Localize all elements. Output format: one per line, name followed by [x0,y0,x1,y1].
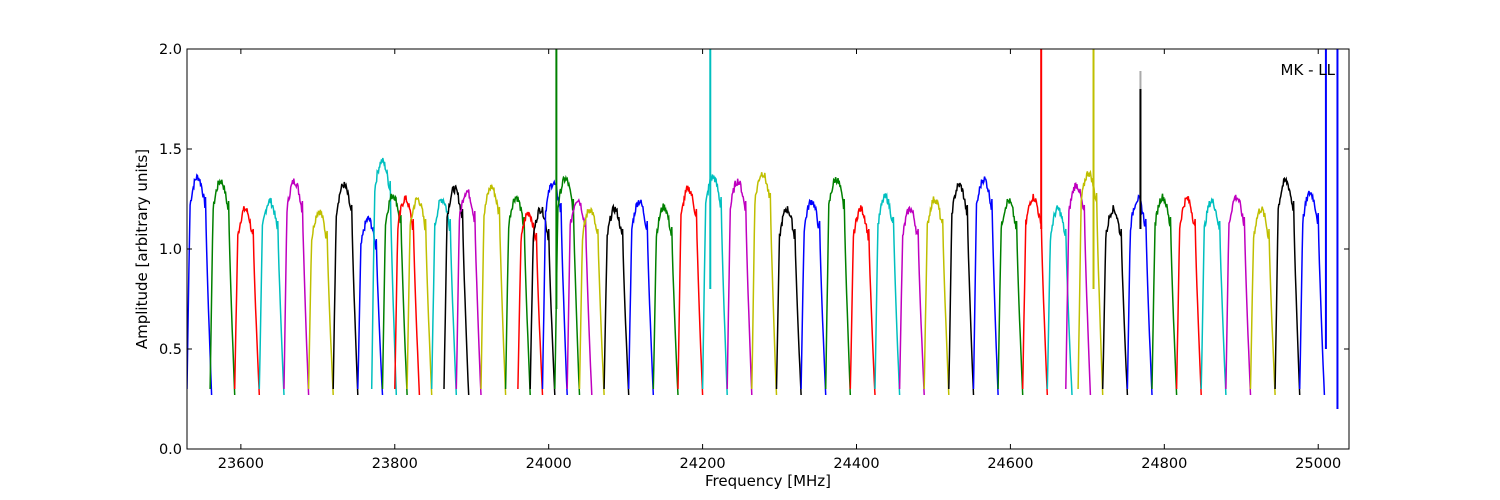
band-line-2 [233,206,261,396]
band-line-4 [283,178,310,396]
y-tick-label-0: 0.0 [159,442,182,458]
x-tick-label-0: 23600 [218,456,264,472]
band-line-35 [898,205,925,396]
x-axis-label: Frequency [MHz] [705,472,831,490]
band-line-17 [517,211,544,396]
band-line-16 [504,195,531,396]
band-line-50 [1249,206,1276,396]
band-line-21 [566,198,593,396]
band-line-36 [923,196,950,396]
y-tick-label-3: 1.5 [159,142,182,158]
band-line-11 [406,196,433,396]
band-line-12 [430,197,458,396]
band-line-24 [627,199,655,396]
spike-layer [555,49,1339,409]
band-line-52 [1298,190,1326,396]
band-line-18 [529,206,556,396]
band-line-8 [370,157,398,396]
x-tick-label-2: 24000 [526,456,572,472]
y-tick-label-1: 0.5 [159,342,182,358]
band-line-28 [726,178,753,396]
band-line-15 [480,183,507,396]
band-line-27 [701,174,728,396]
band-line-23 [603,203,630,396]
band-line-38 [972,176,999,396]
band-line-19 [541,179,568,396]
band-line-9 [381,193,408,396]
band-line-29 [751,172,778,396]
band-line-37 [948,182,975,396]
band-line-40 [1021,193,1049,396]
y-tick-label-2: 1.0 [159,242,182,258]
band-line-46 [1151,193,1178,396]
band-line-34 [874,192,901,396]
band-line-6 [332,181,359,396]
x-tick-label-6: 24800 [1141,456,1187,472]
band-line-44 [1101,205,1129,396]
band-line-14 [455,189,482,396]
band-line-25 [652,203,679,396]
band-line-43 [1077,169,1104,396]
band-line-20 [554,174,581,396]
band-line-13 [443,184,470,396]
band-line-31 [800,198,827,396]
series-layer [187,157,1326,396]
baseline-annotation: MK - LL [1281,61,1336,79]
band-line-32 [824,177,852,396]
band-line-3 [258,197,285,396]
x-tick-label-3: 24200 [680,456,726,472]
band-line-39 [997,198,1024,396]
band-line-10 [394,195,421,396]
x-tick-label-1: 23800 [372,456,418,472]
band-line-51 [1274,176,1301,396]
band-line-0 [187,173,213,396]
y-tick-label-4: 2.0 [159,42,182,58]
x-tick-label-5: 24600 [987,456,1033,472]
y-axis-label: Amplitude [arbitrary units] [133,149,151,349]
band-line-1 [209,178,236,396]
x-tick-label-4: 24400 [833,456,879,472]
x-axis: 23600 23800 24000 24200 24400 24600 24800 25000 [218,49,1341,472]
band-line-48 [1200,197,1227,396]
band-line-33 [849,205,876,396]
y-axis: 0.0 0.5 1.0 1.5 2.0 [159,42,1349,458]
band-line-47 [1175,196,1202,396]
band-line-5 [307,209,334,396]
band-line-7 [357,215,384,396]
band-line-26 [677,184,704,396]
x-tick-label-7: 25000 [1295,456,1341,472]
band-line-42 [1065,182,1092,396]
band-line-22 [578,206,605,396]
band-line-49 [1225,194,1252,396]
band-line-30 [775,206,802,396]
